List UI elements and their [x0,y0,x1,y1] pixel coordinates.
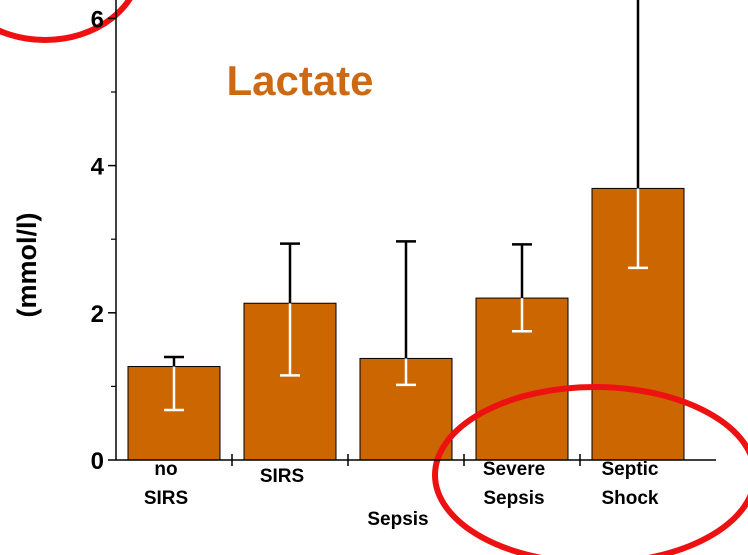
y-axis-label: (mmol/l) [12,213,42,318]
chart-title: Lactate [226,57,373,104]
x-tick-label: SIRS [259,466,305,487]
highlight-circle [0,0,133,43]
highlight-circle [432,384,748,555]
y-tick-label: 0 [91,448,104,475]
x-tick-label: Sepsis [367,509,429,530]
plot [127,0,685,461]
y-tick-label: 6 [91,6,104,33]
y-tick-label: 2 [91,301,104,328]
y-tick-label: 4 [91,154,105,181]
x-tick-label: Severe Sepsis [482,459,546,509]
x-tick-label: no SIRS [143,459,189,509]
x-tick-label: Septic Shock [601,459,659,509]
